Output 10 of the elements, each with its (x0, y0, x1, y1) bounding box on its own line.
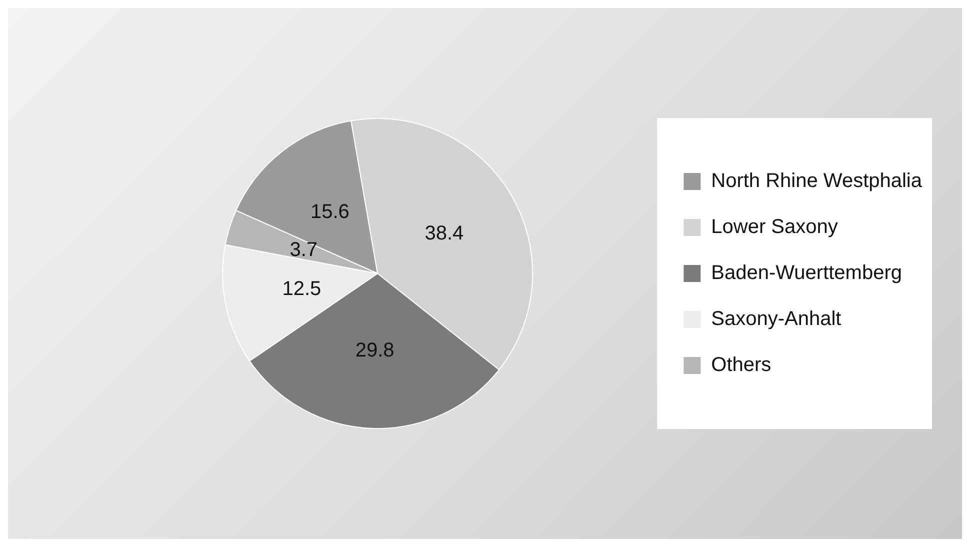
legend-label: North Rhine Westphalia (711, 170, 923, 192)
data-label: 38.4 (424, 222, 464, 244)
legend-label: Others (711, 354, 772, 376)
data-label: 15.6 (310, 200, 350, 223)
data-label: 12.5 (282, 278, 322, 300)
data-label: 3.7 (290, 238, 318, 261)
data-label: 29.8 (355, 339, 394, 362)
legend-label: Baden-Wuerttemberg (711, 262, 902, 284)
legend-label: Lower Saxony (711, 216, 838, 238)
legend-label: Saxony-Anhalt (711, 308, 842, 330)
